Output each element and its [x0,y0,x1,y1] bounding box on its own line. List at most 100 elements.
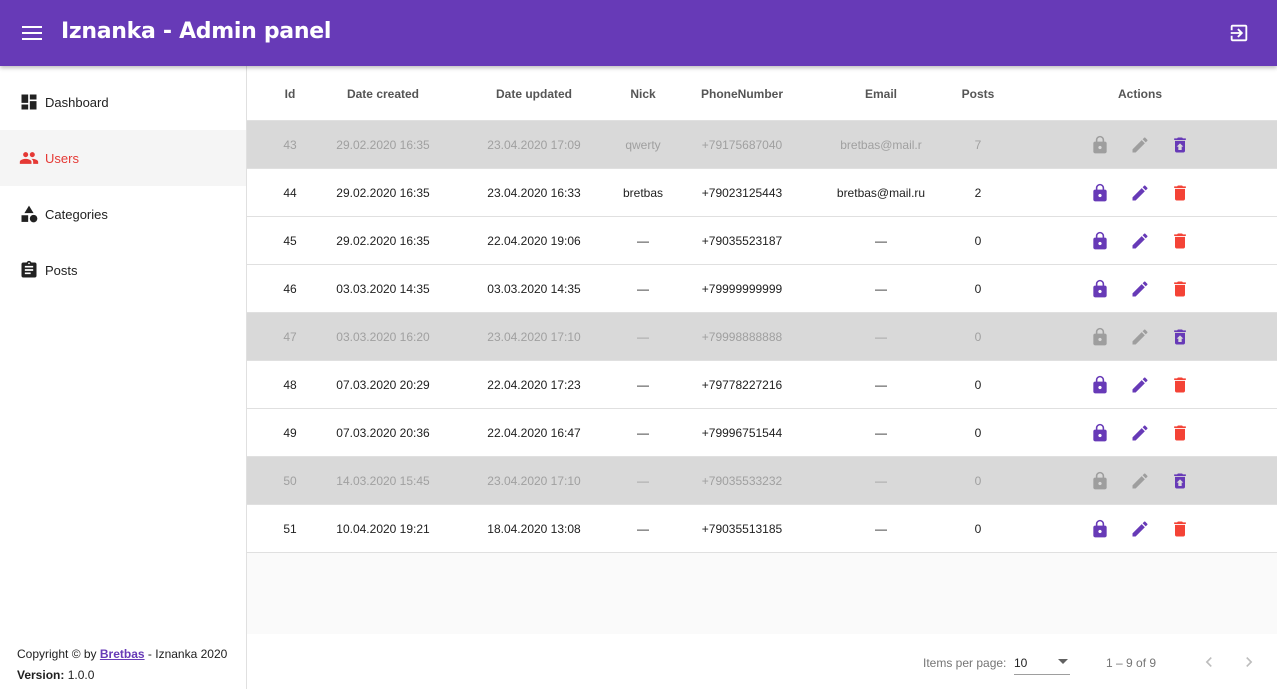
column-header-date-updated[interactable]: Date updated [495,86,572,101]
logout-button[interactable] [1221,15,1257,51]
cell-phone: +79999999999 [701,281,783,296]
cell-phone: +79035533232 [701,473,783,488]
cell-date-created: 03.03.2020 14:35 [336,281,430,296]
delete-user-button[interactable] [1167,516,1193,542]
block-user-button[interactable] [1087,180,1113,206]
column-header-nick[interactable]: Nick [630,86,656,101]
sidebar-item-dashboard[interactable]: Dashboard [0,74,246,130]
delete-user-button[interactable] [1167,180,1193,206]
edit-user-button[interactable] [1127,420,1153,446]
cell-posts: 0 [974,281,982,296]
cell-id: 45 [283,233,297,248]
cell-posts: 0 [974,377,982,392]
cell-date-updated: 22.04.2020 19:06 [487,233,581,248]
cell-id: 49 [283,425,297,440]
cell-phone: +79175687040 [701,137,783,152]
lock-icon [1090,375,1110,395]
app-toolbar: Iznanka - Admin panel [0,0,1277,66]
column-header-date-created[interactable]: Date created [346,86,420,101]
delete-user-button[interactable] [1167,276,1193,302]
cell-email: bretbas@mail.ru [836,185,926,200]
block-user-button[interactable] [1087,516,1113,542]
cell-nick: — [637,521,649,536]
edit-user-button[interactable] [1127,276,1153,302]
edit-user-button[interactable] [1127,516,1153,542]
cell-date-updated: 23.04.2020 17:10 [487,329,581,344]
sidebar: Dashboard Users Categories Posts Copyrig… [0,66,247,689]
copyright-prefix: Copyright © by [17,647,97,661]
sidebar-item-label: Users [45,150,79,166]
cell-email: — [875,377,887,392]
pencil-icon [1130,231,1150,251]
author-link[interactable]: Bretbas [99,647,145,661]
cell-date-created: 29.02.2020 16:35 [336,137,430,152]
version-line: Version: 1.0.0 [17,665,227,686]
copyright-line: Copyright © by Bretbas - Iznanka 2020 [17,644,227,665]
sidebar-item-posts[interactable]: Posts [0,242,246,298]
dropdown-arrow-icon [1058,659,1068,664]
lock-icon [1090,423,1110,443]
dashboard-icon [19,92,39,112]
table-row: 43 29.02.2020 16:35 23.04.2020 17:09 qwerty… [247,121,1277,169]
delete-user-button[interactable] [1167,228,1193,254]
cell-phone: +79998888888 [701,329,783,344]
edit-user-button[interactable] [1127,228,1153,254]
sidebar-item-users[interactable]: Users [0,130,246,186]
users-table: Id Date created Date updated Nick PhoneN… [247,66,1277,553]
cell-nick: — [637,425,649,440]
edit-user-button[interactable] [1127,180,1153,206]
column-header-actions: Actions [1117,86,1162,101]
lock-icon [1090,231,1110,251]
pencil-icon [1130,279,1150,299]
sidebar-item-label: Categories [45,206,108,222]
pencil-icon [1130,327,1150,347]
items-per-page-value: 10 [1014,656,1028,670]
cell-posts: 0 [974,521,982,536]
cell-date-updated: 18.04.2020 13:08 [487,521,581,536]
cell-email: — [875,281,887,296]
block-user-button[interactable] [1087,372,1113,398]
column-header-email[interactable]: Email [864,86,897,101]
edit-user-button [1127,324,1153,350]
block-user-button [1087,468,1113,494]
restore-user-button[interactable] [1167,132,1193,158]
pencil-icon [1130,519,1150,539]
block-user-button[interactable] [1087,420,1113,446]
pencil-icon [1130,183,1150,203]
lock-icon [1090,519,1110,539]
cell-date-updated: 23.04.2020 17:09 [487,137,581,152]
trash-icon [1170,231,1190,251]
delete-user-button[interactable] [1167,372,1193,398]
restore-user-button[interactable] [1167,324,1193,350]
sidebar-footer: Copyright © by Bretbas - Iznanka 2020 Ve… [17,644,227,686]
cell-posts: 0 [974,329,982,344]
table-row: 44 29.02.2020 16:35 23.04.2020 16:33 bretba… [247,169,1277,217]
block-user-button[interactable] [1087,228,1113,254]
next-page-button[interactable] [1235,648,1263,676]
cell-id: 46 [283,281,297,296]
sidebar-item-categories[interactable]: Categories [0,186,246,242]
previous-page-button[interactable] [1195,648,1223,676]
column-header-id[interactable]: Id [284,86,296,101]
column-header-posts[interactable]: Posts [961,86,995,101]
cell-phone: +79778227216 [701,377,783,392]
lock-icon [1090,135,1110,155]
cell-nick: bretbas [622,185,664,200]
pencil-icon [1130,375,1150,395]
edit-user-button[interactable] [1127,372,1153,398]
menu-button[interactable] [14,15,50,51]
cell-email: bretbas@mail.r [840,137,922,152]
cell-date-created: 07.03.2020 20:29 [336,377,430,392]
cell-posts: 7 [974,137,982,152]
restore-user-button[interactable] [1167,468,1193,494]
block-user-button[interactable] [1087,276,1113,302]
assignment-icon [19,260,39,280]
chevron-right-icon [1246,657,1253,667]
cell-nick: — [637,233,649,248]
column-header-phone[interactable]: PhoneNumber [700,86,783,101]
cell-id: 47 [283,329,297,344]
category-icon [19,204,39,224]
items-per-page-select[interactable]: 10 [1014,653,1070,675]
block-user-button [1087,132,1113,158]
delete-user-button[interactable] [1167,420,1193,446]
